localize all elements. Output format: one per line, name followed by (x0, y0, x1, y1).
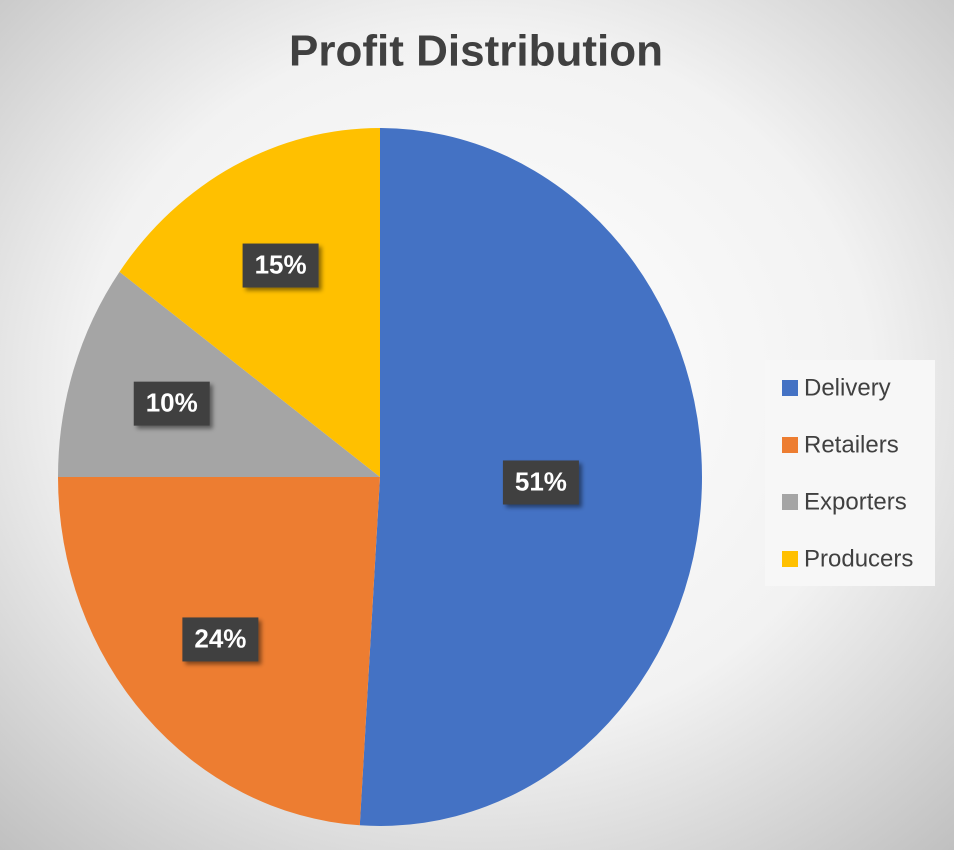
data-label-box (133, 381, 210, 426)
data-label-box (182, 617, 259, 662)
legend-label: Producers (804, 545, 913, 572)
data-label: 15% (255, 249, 307, 279)
legend-box (765, 360, 935, 586)
data-label-box (242, 243, 319, 288)
pie: 51% 24% 10% 15% (58, 128, 702, 826)
legend-swatch (782, 551, 798, 567)
legend-label: Retailers (804, 431, 899, 458)
legend-swatch (782, 494, 798, 510)
legend-label: Delivery (804, 374, 891, 401)
chart-title: Profit Distribution (289, 27, 663, 76)
legend: Delivery Retailers Exporters Producers (782, 374, 913, 572)
legend-label: Exporters (804, 488, 907, 515)
pie-slice (58, 271, 380, 477)
legend-swatch (782, 380, 798, 396)
legend-swatch (782, 437, 798, 453)
data-label: 24% (194, 623, 246, 653)
data-label-box (502, 460, 579, 505)
pie-slice (119, 128, 381, 477)
data-label: 51% (515, 466, 567, 496)
data-label: 10% (146, 388, 198, 418)
